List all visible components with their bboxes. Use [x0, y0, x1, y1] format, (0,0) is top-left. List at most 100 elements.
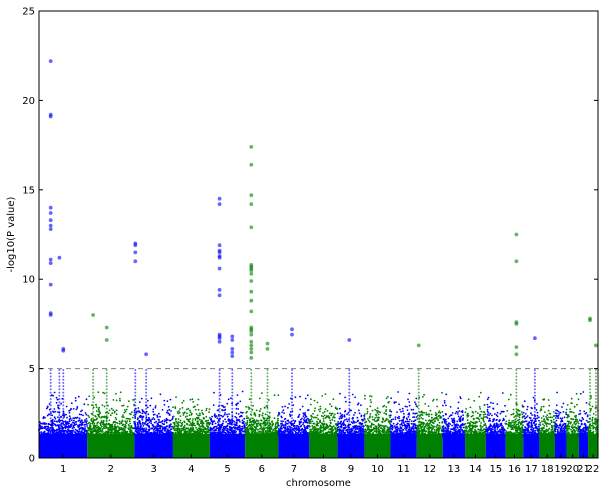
data-point [172, 427, 175, 430]
data-point [214, 416, 217, 418]
data-point [326, 410, 329, 412]
data-point [52, 432, 54, 435]
data-point [397, 433, 400, 436]
data-point [167, 405, 170, 408]
data-point [261, 435, 264, 437]
data-point [185, 408, 188, 411]
data-point [441, 428, 443, 430]
data-point [51, 425, 54, 427]
data-point [248, 432, 251, 435]
data-point [114, 410, 116, 413]
data-point [389, 414, 392, 417]
data-point [78, 413, 81, 416]
data-point [141, 409, 144, 411]
data-point [97, 391, 100, 394]
data-point [215, 426, 218, 428]
data-point [152, 429, 155, 431]
data-point [146, 432, 149, 435]
data-point [325, 423, 328, 426]
data-point [301, 405, 304, 408]
data-point [207, 419, 210, 422]
data-point [200, 429, 202, 432]
data-point [107, 427, 110, 429]
data-point [315, 429, 317, 431]
data-point [268, 428, 271, 431]
data-point [304, 413, 306, 416]
data-point [251, 432, 253, 434]
data-point [45, 425, 48, 428]
data-point [74, 416, 77, 419]
data-point [278, 435, 281, 438]
data-point [54, 410, 57, 413]
data-point [47, 423, 50, 426]
data-point [422, 417, 424, 420]
data-point [367, 418, 369, 420]
data-point [313, 422, 316, 425]
data-point [297, 434, 300, 437]
data-point [151, 424, 154, 426]
data-point [97, 421, 100, 424]
data-point [364, 424, 367, 427]
data-point [286, 429, 289, 432]
data-point [453, 426, 456, 429]
data-point [350, 409, 352, 412]
data-point [146, 423, 149, 425]
data-point [55, 424, 57, 427]
data-point [330, 405, 333, 408]
data-point [225, 427, 227, 430]
data-point [123, 429, 126, 432]
data-point [225, 421, 228, 423]
data-point [452, 418, 455, 421]
data-point [99, 422, 102, 425]
data-point [442, 433, 445, 436]
data-point [389, 431, 392, 434]
data-point [458, 426, 461, 428]
data-point [428, 425, 431, 427]
data-point [127, 434, 129, 437]
data-point [362, 425, 365, 428]
data-point [64, 429, 67, 432]
data-point [41, 432, 43, 435]
data-point [229, 421, 232, 423]
data-point [423, 426, 426, 429]
data-point [334, 413, 336, 416]
data-point [110, 430, 113, 433]
data-point [402, 416, 405, 419]
data-point [172, 432, 175, 434]
data-point [455, 428, 457, 431]
data-point [166, 418, 169, 421]
data-point [323, 410, 326, 413]
data-point [76, 424, 79, 427]
data-point [198, 423, 201, 426]
data-point [313, 399, 316, 402]
data-point [284, 424, 287, 427]
data-point [385, 418, 388, 420]
data-point [254, 426, 257, 429]
data-point [398, 415, 400, 418]
data-point [74, 433, 77, 436]
data-point [435, 414, 437, 417]
data-point [186, 435, 189, 438]
data-point [211, 415, 214, 418]
data-point [323, 428, 326, 430]
data-point [44, 416, 46, 419]
data-point [353, 426, 356, 429]
data-point [42, 416, 45, 419]
data-point [126, 432, 128, 435]
data-point [419, 424, 422, 427]
data-point [319, 408, 322, 410]
data-point [436, 425, 438, 427]
data-point [474, 426, 477, 429]
data-point [115, 392, 117, 395]
data-point [218, 432, 221, 435]
data-point [123, 426, 126, 428]
data-point [437, 426, 440, 429]
data-point [476, 412, 479, 415]
data-point [329, 419, 332, 422]
data-point [195, 416, 198, 419]
data-point [314, 407, 316, 410]
data-point [111, 412, 114, 415]
data-point [350, 427, 353, 430]
data-point [51, 435, 54, 438]
